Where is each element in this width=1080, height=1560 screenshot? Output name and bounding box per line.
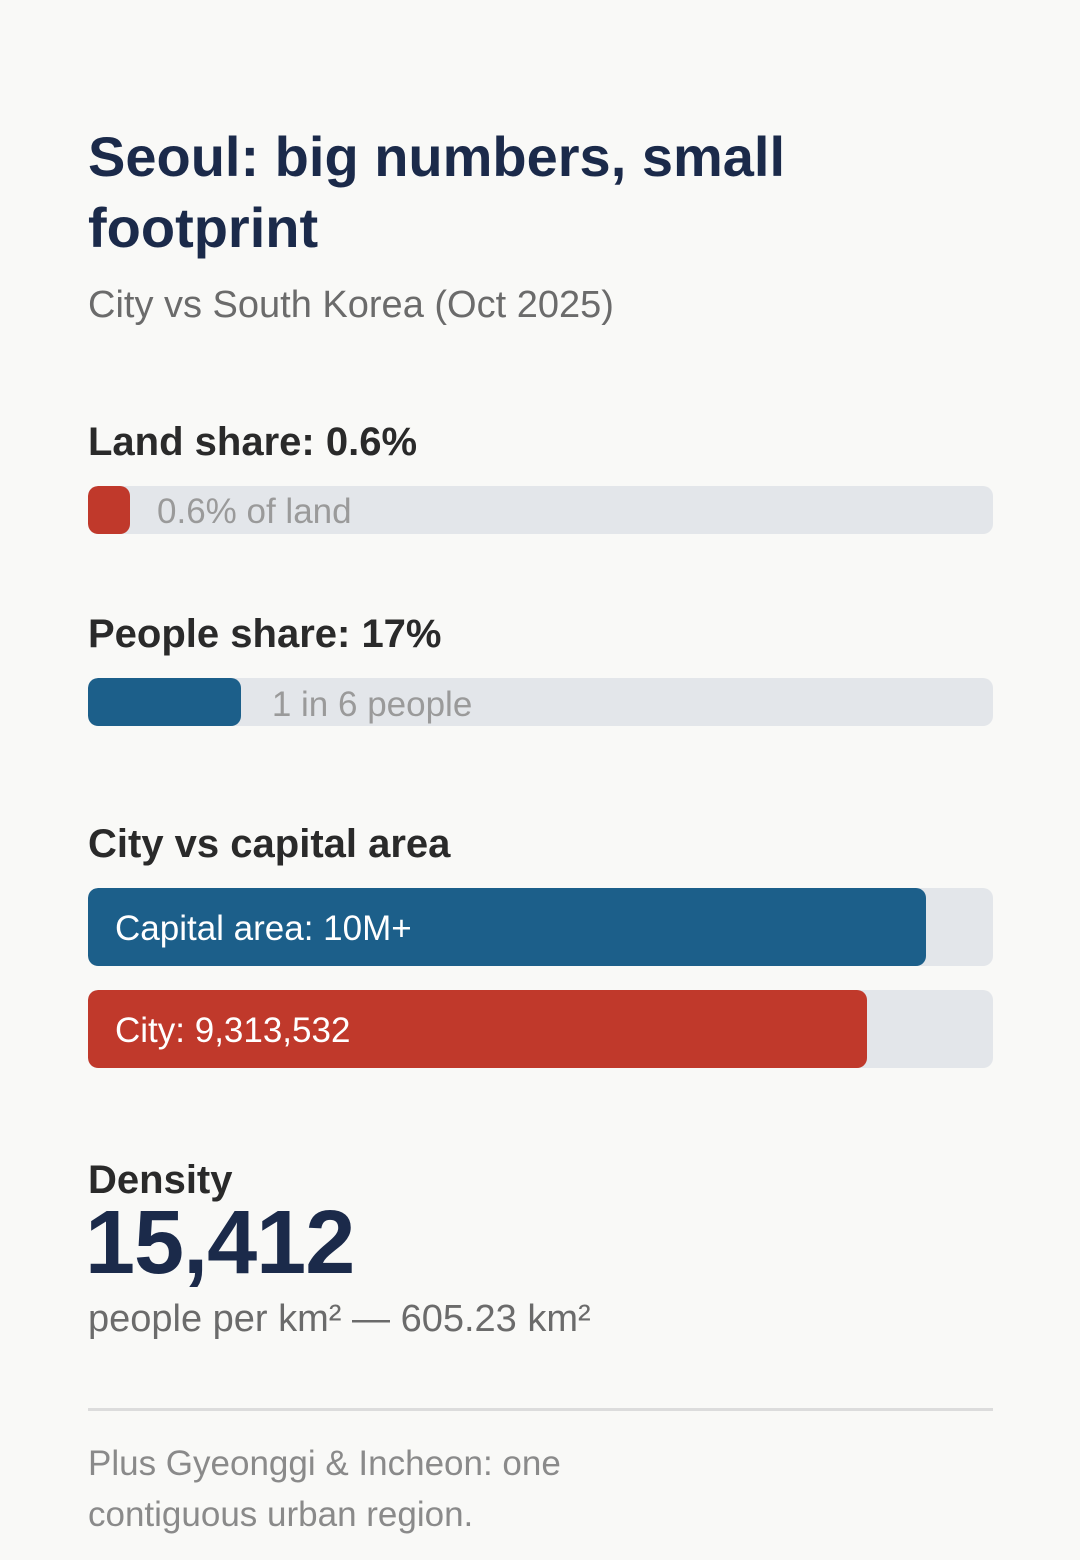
capital-area-bar-track: Capital area: 10M+ — [88, 888, 993, 966]
city-bar-label: City: 9,313,532 — [115, 1011, 351, 1050]
land-share-bar-label: 0.6% of land — [157, 492, 352, 531]
page-subtitle: City vs South Korea (Oct 2025) — [88, 284, 614, 326]
footnote: Plus Gyeonggi & Incheon: one contiguous … — [88, 1444, 561, 1534]
capital-area-bar-fill — [88, 888, 926, 966]
land-share-bar-track: 0.6% of land — [88, 486, 993, 534]
people-share-bar-track: 1 in 6 people — [88, 678, 993, 726]
page-title: Seoul: big numbers, small footprint — [88, 125, 786, 259]
comparison-heading: City vs capital area — [88, 822, 451, 866]
people-share-bar-label: 1 in 6 people — [271, 685, 473, 724]
density-value: 15,412 — [85, 1193, 355, 1293]
city-bar-fill — [88, 990, 868, 1068]
city-bar-track: City: 9,313,532 — [88, 990, 993, 1068]
people-share-bar-fill — [88, 678, 241, 726]
capital-area-bar-label: Capital area: 10M+ — [115, 909, 412, 948]
density-label: Density — [88, 1158, 233, 1202]
land-share-heading: Land share: 0.6% — [88, 420, 418, 464]
density-note: people per km² — 605.23 km² — [88, 1298, 591, 1340]
people-share-heading: People share: 17% — [88, 612, 442, 656]
divider — [88, 1408, 993, 1411]
land-share-bar-fill — [88, 486, 130, 534]
